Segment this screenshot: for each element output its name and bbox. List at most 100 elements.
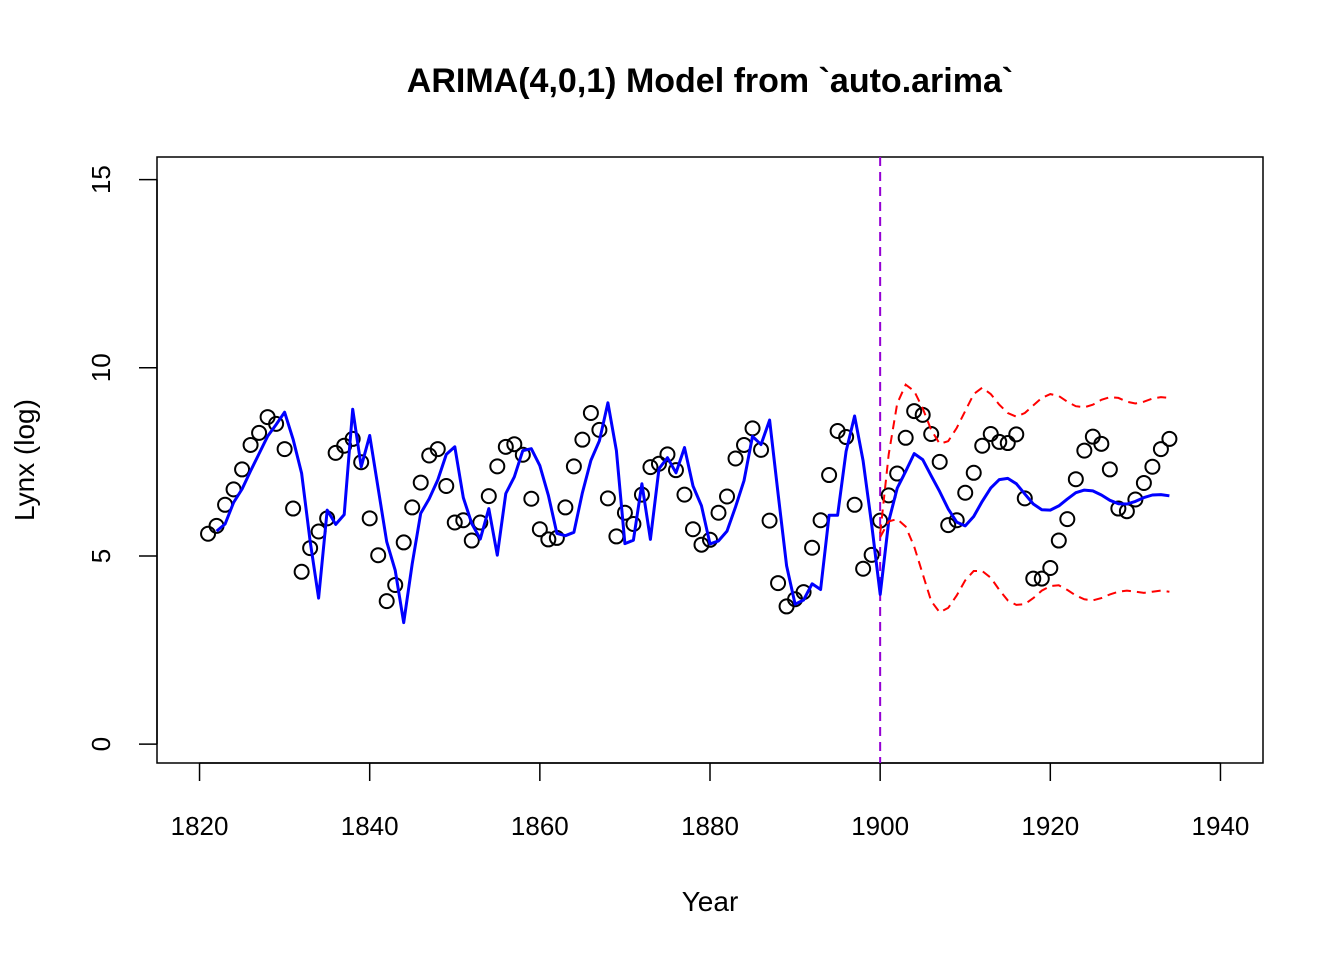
upper-interval-line [879, 383, 1170, 534]
observed-point [1076, 442, 1093, 459]
observed-point [838, 429, 855, 446]
observed-point [370, 547, 387, 564]
observed-point [276, 441, 293, 458]
observed-point [719, 488, 736, 505]
observed-point [242, 436, 259, 453]
observed-point [974, 437, 991, 454]
observed-point [497, 438, 514, 455]
observed-point [1135, 474, 1152, 491]
observed-point [1084, 428, 1101, 445]
observed-point [727, 450, 744, 467]
observed-point [463, 532, 480, 549]
observed-point [1152, 441, 1169, 458]
observed-point [285, 500, 302, 517]
observed-point [582, 404, 599, 421]
observed-point [565, 458, 582, 475]
observed-point [378, 593, 395, 610]
x-tick-label: 1860 [511, 811, 569, 841]
x-tick-label: 1820 [171, 811, 229, 841]
observed-point [1008, 426, 1025, 443]
observed-point [931, 453, 948, 470]
observed-point [863, 546, 880, 563]
observed-point [616, 504, 633, 521]
observed-point [514, 446, 531, 463]
observed-point [446, 514, 463, 531]
observed-point [1101, 461, 1118, 478]
y-tick-label: 5 [86, 549, 116, 563]
y-axis: 0 5 10 15 [86, 165, 158, 751]
observed-point [557, 499, 574, 516]
observed-point [693, 536, 710, 553]
observed-point [531, 521, 548, 538]
observed-point [684, 521, 701, 538]
observed-point [395, 534, 412, 551]
plot-frame [156, 156, 1264, 764]
observed-point [268, 415, 285, 432]
observed-point [625, 515, 642, 532]
observed-point [1025, 570, 1042, 587]
observed-point [1161, 430, 1178, 447]
lower-interval-line [879, 517, 1170, 614]
observed-point [855, 560, 872, 577]
observed-point [965, 464, 982, 481]
plot-area [200, 157, 1178, 763]
y-axis-label: Lynx (log) [9, 399, 40, 521]
x-tick-label: 1840 [341, 811, 399, 841]
observed-point [1033, 570, 1050, 587]
observed-point [574, 431, 591, 448]
observed-point [982, 426, 999, 443]
observed-point [744, 420, 761, 437]
observed-point [957, 484, 974, 501]
observed-point [761, 512, 778, 529]
observed-point [770, 575, 787, 592]
observed-point [489, 458, 506, 475]
chart-title: ARIMA(4,0,1) Model from `auto.arima` [407, 62, 1013, 100]
x-tick-label: 1900 [851, 811, 909, 841]
x-tick-label: 1920 [1021, 811, 1079, 841]
observed-point [948, 512, 965, 529]
x-tick-label: 1880 [681, 811, 739, 841]
observed-point [404, 499, 421, 516]
observed-point [1067, 471, 1084, 488]
observed-point [1144, 458, 1161, 475]
observed-point [480, 488, 497, 505]
x-axis-label: Year [682, 886, 739, 917]
observed-point [702, 531, 718, 548]
observed-point [293, 563, 310, 580]
observed-point [667, 462, 684, 479]
observed-point [991, 433, 1008, 450]
observed-point [200, 525, 217, 542]
observed-point [897, 429, 914, 446]
observed-point [412, 474, 429, 491]
observed-point [1042, 560, 1059, 577]
x-tick-label: 1940 [1192, 811, 1250, 841]
observed-point [999, 435, 1016, 452]
observed-point [438, 477, 455, 494]
y-tick-label: 15 [86, 165, 116, 194]
observed-point [804, 539, 821, 556]
observed-point [676, 486, 693, 503]
observed-point [472, 514, 489, 531]
observed-point [599, 490, 616, 507]
observed-point [540, 531, 557, 548]
observed-point [659, 446, 676, 463]
fitted-forecast-line [215, 401, 1170, 625]
y-tick-label: 10 [86, 353, 116, 382]
observed-point [812, 512, 829, 529]
observed-point [387, 576, 404, 593]
observed-point [1110, 500, 1127, 517]
observed-point [923, 426, 940, 443]
observed-point [327, 444, 344, 461]
observed-point [251, 424, 268, 441]
observed-point [846, 496, 863, 513]
observed-point [821, 467, 838, 484]
observed-point [344, 430, 361, 447]
observed-point [234, 461, 251, 478]
observed-point [1059, 511, 1076, 528]
observed-point [1093, 435, 1110, 452]
observed-point [353, 454, 370, 471]
x-axis: 1820 1840 1860 1880 1900 1920 1940 [171, 762, 1250, 841]
observed-point [940, 517, 957, 534]
observed-point [642, 459, 659, 476]
